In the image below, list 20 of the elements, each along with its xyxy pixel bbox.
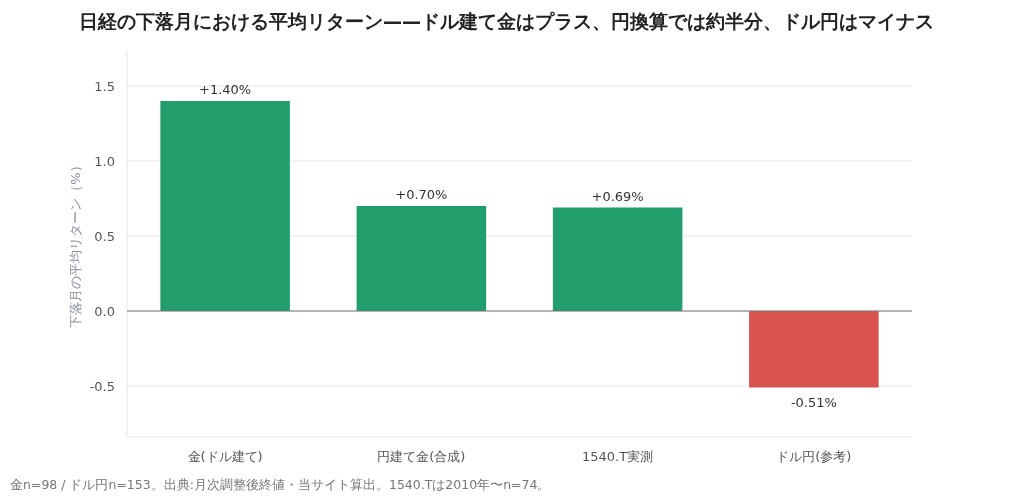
x-tick-label: 金(ドル建て) — [187, 449, 263, 464]
text: 金n=98 / ドル円n=153。出典:月次調整後終値・当サイト算出。1540.Tは2010年〜n=74。 — [10, 477, 551, 492]
data-label: +1.40% — [199, 82, 252, 97]
bar — [160, 101, 290, 311]
data-label: -0.51% — [790, 394, 837, 410]
data-label: +0.69% — [591, 188, 644, 204]
bar — [749, 311, 879, 388]
data-label: +0.70% — [395, 187, 448, 202]
x-tick-label: ドル円(参考) — [776, 449, 852, 464]
chart-title: 日経の下落月における平均リターン——ドル建て金はプラス、円換算では約半分、ドル円はマイナス — [79, 10, 934, 32]
bar — [356, 206, 487, 311]
y-axis-title: 下落月の平均リターン（%） — [68, 159, 83, 328]
bar — [552, 207, 683, 311]
x-tick-label: 1540.T実測 — [582, 449, 654, 464]
y-tick-label: 1.5 — [94, 79, 115, 94]
y-tick-label: -0.5 — [89, 379, 115, 394]
y-tick-label: 1.0 — [94, 154, 115, 169]
x-tick-label: 円建て金(合成) — [377, 449, 466, 464]
y-tick-label: 0.5 — [94, 229, 115, 244]
y-tick-label: 0.0 — [94, 304, 115, 319]
